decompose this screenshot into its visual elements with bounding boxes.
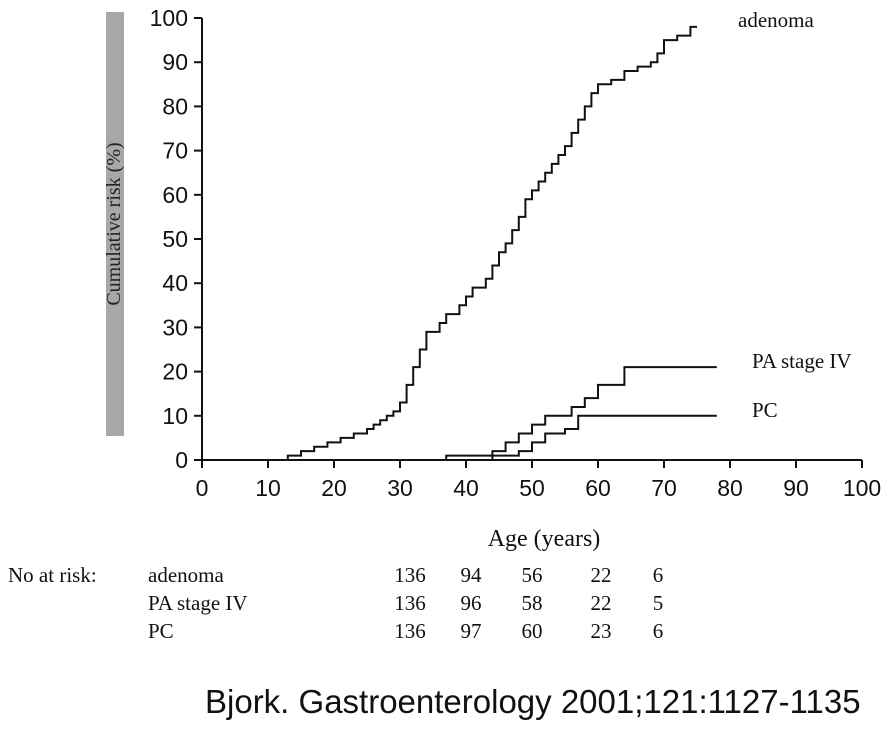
y-tick-label: 90 xyxy=(162,49,188,75)
x-axis-label: Age (years) xyxy=(488,526,601,552)
x-tick-label: 0 xyxy=(196,475,209,501)
series-label-pa-stage-iv: PA stage IV xyxy=(752,349,852,373)
x-tick-label: 30 xyxy=(387,475,413,501)
y-axis-label: Cumulative risk (%) xyxy=(103,142,125,305)
ylabel-band xyxy=(106,12,124,436)
series-label-pc: PC xyxy=(752,398,778,422)
at-risk-value: 94 xyxy=(461,563,483,587)
at-risk-value: 136 xyxy=(394,591,426,615)
at-risk-value: 22 xyxy=(591,563,612,587)
y-tick-label: 0 xyxy=(175,447,188,473)
at-risk-row-label: PC xyxy=(148,619,174,643)
at-risk-row-label: adenoma xyxy=(148,563,224,587)
at-risk-value: 97 xyxy=(461,619,482,643)
x-tick-label: 70 xyxy=(651,475,677,501)
plot-area: 0 10 20 30 40 50 60 70 80 90 100 0 10 20 30 40 50 60 70 80 9… xyxy=(150,5,882,501)
y-tick-label: 20 xyxy=(162,359,188,385)
at-risk-value: 22 xyxy=(591,591,612,615)
x-tick-label: 50 xyxy=(519,475,545,501)
at-risk-value: 6 xyxy=(653,563,664,587)
x-tick-label: 10 xyxy=(255,475,281,501)
x-tick-label: 40 xyxy=(453,475,479,501)
x-tick-label: 20 xyxy=(321,475,347,501)
series-label-adenoma: adenoma xyxy=(738,8,814,32)
y-tick-label: 80 xyxy=(162,93,188,119)
at-risk-value: 96 xyxy=(461,591,482,615)
series-line-pa-stage-iv xyxy=(413,366,717,461)
at-risk-value: 136 xyxy=(394,619,426,643)
at-risk-heading: No at risk: xyxy=(8,563,97,587)
at-risk-value: 136 xyxy=(394,563,426,587)
at-risk-value: 5 xyxy=(653,591,664,615)
y-tick-label: 70 xyxy=(162,138,188,164)
y-tick-label: 60 xyxy=(162,182,188,208)
citation: Bjork. Gastroenterology 2001;121:1127-11… xyxy=(205,683,861,720)
y-tick-label: 30 xyxy=(162,314,188,340)
x-tick-label: 80 xyxy=(717,475,743,501)
series-line-adenoma xyxy=(281,25,697,461)
at-risk-value: 23 xyxy=(591,619,612,643)
y-tick-label: 10 xyxy=(162,403,188,429)
x-tick-label: 100 xyxy=(843,475,881,501)
at-risk-value: 6 xyxy=(653,619,664,643)
at-risk-value: 58 xyxy=(522,591,543,615)
at-risk-value: 56 xyxy=(522,563,543,587)
at-risk-value: 60 xyxy=(522,619,543,643)
y-tick-label: 40 xyxy=(162,270,188,296)
x-tick-label: 90 xyxy=(783,475,809,501)
x-tick-label: 60 xyxy=(585,475,611,501)
at-risk-row-label: PA stage IV xyxy=(148,591,248,615)
y-tick-label: 100 xyxy=(150,5,188,31)
series-line-pc xyxy=(413,414,717,461)
at-risk-table: No at risk: adenoma 136 94 56 22 6PA stage IV 1… xyxy=(8,563,663,643)
y-tick-label: 50 xyxy=(162,226,188,252)
